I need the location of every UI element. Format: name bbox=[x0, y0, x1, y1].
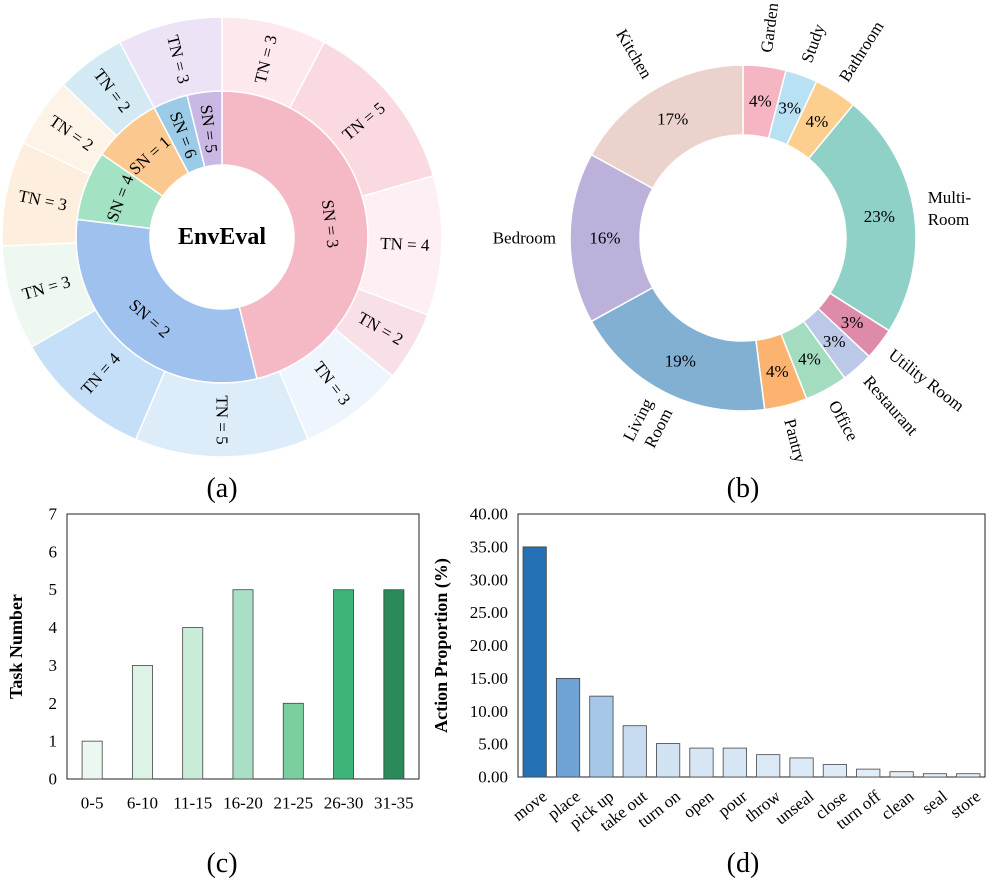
action-proportion-bar-chart: 0.00 5.00 10.00 15.00 20.00 25.00 30.00 35.00 40… bbox=[431, 505, 986, 879]
bar-unseal bbox=[789, 757, 814, 778]
bar-31-35 bbox=[383, 589, 405, 780]
slice-category-label: Garden bbox=[757, 1, 782, 54]
x-tick-label: 31-35 bbox=[374, 794, 414, 813]
slice-category-label: Restaurant bbox=[860, 372, 923, 439]
panel-label: (d) bbox=[727, 848, 760, 879]
y-tick-label: 0 bbox=[49, 770, 58, 789]
y-tick-label: 40.00 bbox=[470, 505, 508, 524]
x-tick-label: 26-30 bbox=[324, 794, 364, 813]
bar-11-15 bbox=[182, 627, 204, 780]
y-axis-label: Action Proportion (%) bbox=[431, 558, 452, 733]
slice-kitchen bbox=[590, 64, 744, 190]
x-tick-label: open bbox=[680, 786, 718, 822]
bar-seal bbox=[922, 773, 948, 778]
slice-category-label: Kitchen bbox=[612, 26, 656, 82]
bar-throw bbox=[756, 754, 781, 778]
y-tick-label: 2 bbox=[49, 694, 58, 713]
y-tick-label: 5.00 bbox=[478, 735, 508, 754]
bar-turn-off bbox=[856, 768, 881, 778]
x-tick-label: 16-20 bbox=[223, 794, 263, 813]
center-title: EnvEval bbox=[178, 224, 266, 250]
slice-percent-label: 4% bbox=[806, 112, 829, 131]
donut-chart: 4% Garden 3% Study 4% Bathroom 23% Multi- Room 3%… bbox=[493, 1, 972, 504]
slice-category-label: Office bbox=[825, 397, 862, 444]
y-tick-label: 20.00 bbox=[470, 636, 508, 655]
y-tick-label: 4 bbox=[49, 618, 58, 637]
slice-category-label: Bedroom bbox=[493, 229, 556, 248]
slice-percent-label: 3% bbox=[778, 99, 801, 118]
bar-16-20 bbox=[232, 589, 254, 780]
bar-pick-up bbox=[589, 695, 614, 778]
slice-category-label: Pantry bbox=[780, 417, 810, 465]
x-tick-label: store bbox=[946, 787, 984, 822]
outer-segment-label: TN = 4 bbox=[380, 234, 430, 255]
bar-6-10 bbox=[131, 665, 153, 780]
x-tick-label: seal bbox=[918, 786, 951, 817]
x-tick-label: 11-15 bbox=[173, 794, 212, 813]
slice-percent-label: 4% bbox=[749, 92, 772, 111]
panel-label-b: (b) bbox=[727, 473, 760, 504]
bar-clean bbox=[889, 771, 914, 778]
x-tick-label: 6-10 bbox=[127, 794, 158, 813]
plot-area bbox=[517, 513, 986, 778]
bar-take-out bbox=[622, 725, 647, 778]
slice-multi-room bbox=[807, 103, 917, 332]
y-tick-label: 35.00 bbox=[470, 537, 508, 556]
bar-move bbox=[522, 546, 547, 778]
y-tick-label: 15.00 bbox=[470, 669, 508, 688]
slice-percent-label: 17% bbox=[657, 110, 688, 129]
y-axis-label: Task Number bbox=[6, 594, 26, 699]
x-tick-label: 21-25 bbox=[273, 794, 313, 813]
bar-turn-on bbox=[656, 743, 681, 778]
x-tick-label: unseal bbox=[771, 786, 817, 828]
slice-category-label: Room bbox=[928, 210, 970, 229]
bar-place bbox=[555, 677, 581, 778]
slice-category-label: Study bbox=[797, 21, 828, 65]
slice-percent-label: 4% bbox=[766, 362, 789, 381]
task-number-bar-chart: 0 1 2 3 4 5 6 7 0-5 6-10 11-15 16-20 21-25 26-30 31-35… bbox=[6, 505, 420, 879]
y-tick-label: 7 bbox=[49, 505, 58, 524]
x-tick-label: 0-5 bbox=[81, 794, 104, 813]
bar-26-30 bbox=[333, 589, 355, 780]
outer-segment-12 bbox=[118, 16, 223, 109]
slice-percent-label: 3% bbox=[823, 332, 846, 351]
slice-percent-label: 16% bbox=[589, 229, 620, 248]
y-tick-label: 30.00 bbox=[470, 570, 508, 589]
y-tick-label: 3 bbox=[49, 656, 58, 675]
y-tick-label: 6 bbox=[49, 542, 58, 561]
panel-label-a: (a) bbox=[206, 473, 237, 504]
slice-category-label: Multi- bbox=[928, 188, 972, 207]
y-tick-label: 10.00 bbox=[470, 702, 508, 721]
y-tick-label: 5 bbox=[49, 580, 58, 599]
slice-percent-label: 23% bbox=[864, 207, 895, 226]
outer-segment-label: TN = 5 bbox=[213, 395, 232, 444]
bar-21-25 bbox=[282, 702, 304, 780]
slice-percent-label: 3% bbox=[841, 313, 864, 332]
x-tick-label: move bbox=[509, 787, 550, 825]
y-tick-label: 0.00 bbox=[478, 768, 508, 787]
slice-category-label: Bathroom bbox=[835, 18, 887, 86]
bar-pour bbox=[722, 747, 747, 778]
bar-close bbox=[822, 764, 847, 778]
bar-open bbox=[689, 747, 714, 778]
y-tick-label: 25.00 bbox=[470, 603, 508, 622]
y-tick-label: 1 bbox=[49, 732, 58, 751]
slice-percent-label: 4% bbox=[798, 349, 821, 368]
bar-store bbox=[956, 773, 981, 778]
panel-label: (c) bbox=[206, 848, 237, 879]
bar-0-5 bbox=[81, 740, 103, 780]
sunburst-chart: TN = 3TN = 5TN = 4TN = 2TN = 3TN = 5TN =… bbox=[1, 16, 443, 504]
x-tick-label: clean bbox=[878, 786, 918, 823]
slice-percent-label: 19% bbox=[665, 351, 696, 370]
